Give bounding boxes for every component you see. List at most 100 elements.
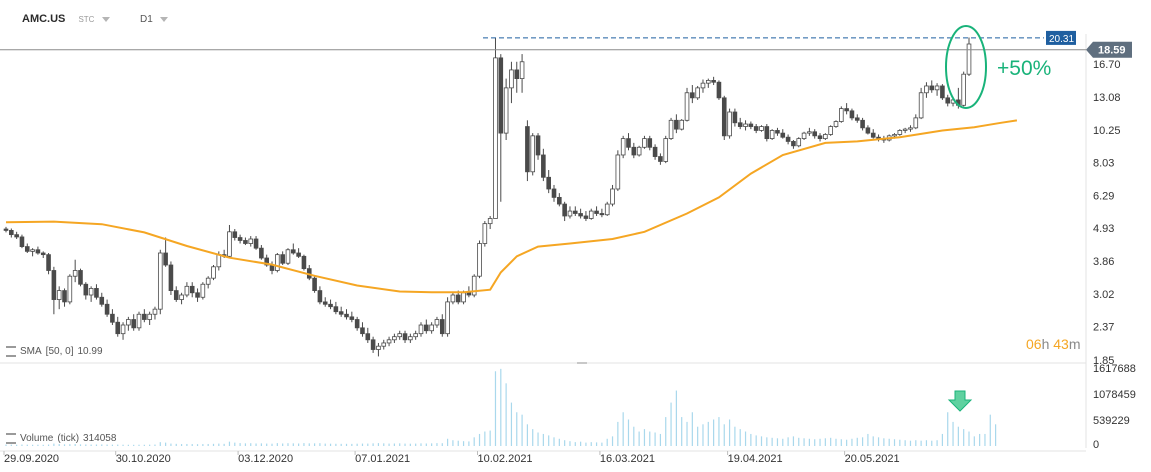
volume-bar (707, 421, 709, 446)
candle (695, 85, 700, 100)
candle-body (126, 319, 131, 326)
candle (833, 120, 839, 128)
volume-bar (872, 436, 874, 446)
sma-legend[interactable]: SMA [50, 0] 10.99 (6, 346, 103, 357)
candle-body (934, 85, 940, 91)
indicator-icon (6, 433, 16, 444)
volume-bar (26, 444, 28, 446)
volume-bar (159, 442, 161, 446)
candle (354, 316, 360, 331)
volume-bar (739, 429, 741, 446)
candle-body (301, 255, 307, 270)
candle-body (684, 92, 690, 121)
instrument-selector[interactable]: AMC.US STC (22, 13, 110, 25)
volume-bar (351, 443, 353, 446)
volume-bar (728, 419, 731, 446)
volume-bar (409, 443, 411, 446)
candle-body (3, 228, 9, 231)
candle (631, 142, 637, 159)
volume-bar (79, 444, 82, 446)
candle (482, 221, 488, 247)
candle (328, 299, 333, 310)
candle-body (365, 333, 371, 341)
candle (306, 265, 312, 281)
volume-bar (255, 443, 257, 446)
candle (408, 333, 413, 343)
candle (706, 78, 711, 88)
candle (599, 208, 605, 218)
candle-body (120, 324, 126, 335)
candle (243, 237, 248, 246)
volume-bar (388, 443, 390, 446)
volume-bar (298, 443, 300, 446)
volume-legend-label: Volume (20, 433, 54, 444)
date-tick-label: 16.03.2021 (600, 453, 655, 465)
volume-bar (995, 424, 997, 446)
candle (525, 120, 530, 182)
candle (46, 253, 51, 275)
candle-body (493, 57, 498, 219)
candle (14, 231, 19, 239)
candle (727, 108, 732, 139)
candle (370, 336, 376, 353)
volume-bar (276, 443, 278, 446)
candle-body (509, 69, 514, 89)
volume-bar (925, 440, 928, 446)
volume-bar (734, 426, 736, 446)
candle (115, 316, 121, 337)
candle-body (865, 127, 871, 134)
candle-body (445, 301, 450, 335)
timeframe-label: D1 (140, 14, 153, 25)
candle (897, 129, 903, 136)
candle-body (541, 154, 546, 178)
candle (493, 37, 498, 219)
candle (865, 125, 871, 135)
volume-bar (569, 441, 571, 446)
timeframe-selector[interactable]: D1 (140, 13, 168, 25)
candle-body (157, 252, 163, 310)
candle (397, 330, 403, 340)
volume-bar (633, 426, 635, 446)
candle-body (514, 69, 520, 79)
candle (674, 114, 679, 134)
candle (642, 135, 647, 149)
candle (173, 286, 179, 302)
candle-body (104, 303, 110, 315)
candle-body (62, 290, 67, 303)
candle (280, 251, 285, 265)
candle-body (961, 73, 966, 106)
candle (30, 248, 35, 257)
candle (519, 54, 525, 93)
price-tick-label: 6.29 (1093, 191, 1114, 203)
candle (317, 286, 323, 305)
candle (849, 108, 855, 121)
volume-bar (47, 444, 50, 446)
candle-body (610, 188, 615, 205)
volume-bar (133, 444, 135, 446)
volume-bar (617, 421, 619, 446)
candle (812, 129, 818, 139)
candle (509, 61, 514, 104)
date-tick-label: 30.10.2020 (116, 453, 171, 465)
volume-bar (691, 412, 693, 446)
candle-body (711, 80, 716, 83)
candle-body (136, 313, 142, 329)
volume-legend[interactable]: Volume (tick) 314058 (6, 433, 116, 444)
candle-body (349, 316, 355, 320)
candle (285, 248, 291, 265)
volume-bar (681, 417, 683, 446)
candle (94, 284, 99, 300)
grid-lines (0, 34, 1087, 452)
candle (721, 95, 727, 141)
volume-bar (58, 444, 60, 446)
candle-body (769, 130, 775, 139)
candle-body (259, 247, 264, 259)
candle (227, 224, 232, 259)
candle-body (344, 313, 349, 318)
candle (168, 261, 174, 295)
volume-bar (542, 433, 544, 446)
volume-bar (851, 438, 853, 446)
candle-body (354, 319, 360, 329)
